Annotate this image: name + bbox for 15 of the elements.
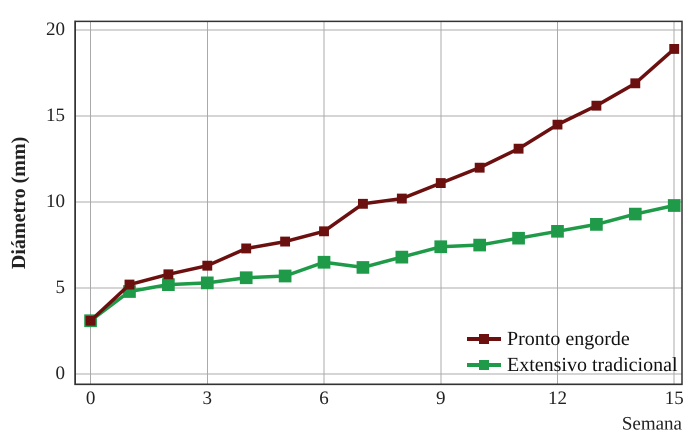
legend-label: Pronto engorde [507,328,630,351]
y-axis-title: Diámetro (mm) [8,136,30,270]
legend-label: Extensivo tradicional [507,354,678,377]
x-tick-label: 15 [664,388,684,409]
y-tick-label: 0 [56,363,65,384]
x-tick-label: 9 [436,388,446,409]
x-axis-title: Semana [622,414,683,435]
x-tick-label: 0 [86,388,96,409]
x-tick-label: 3 [202,388,212,409]
y-tick-label: 20 [46,18,65,40]
y-tick-label: 5 [56,277,65,298]
y-tick-label: 15 [46,105,65,126]
x-tick-label: 6 [319,388,329,409]
y-tick-label: 10 [46,191,65,212]
x-tick-label: 12 [548,388,567,409]
